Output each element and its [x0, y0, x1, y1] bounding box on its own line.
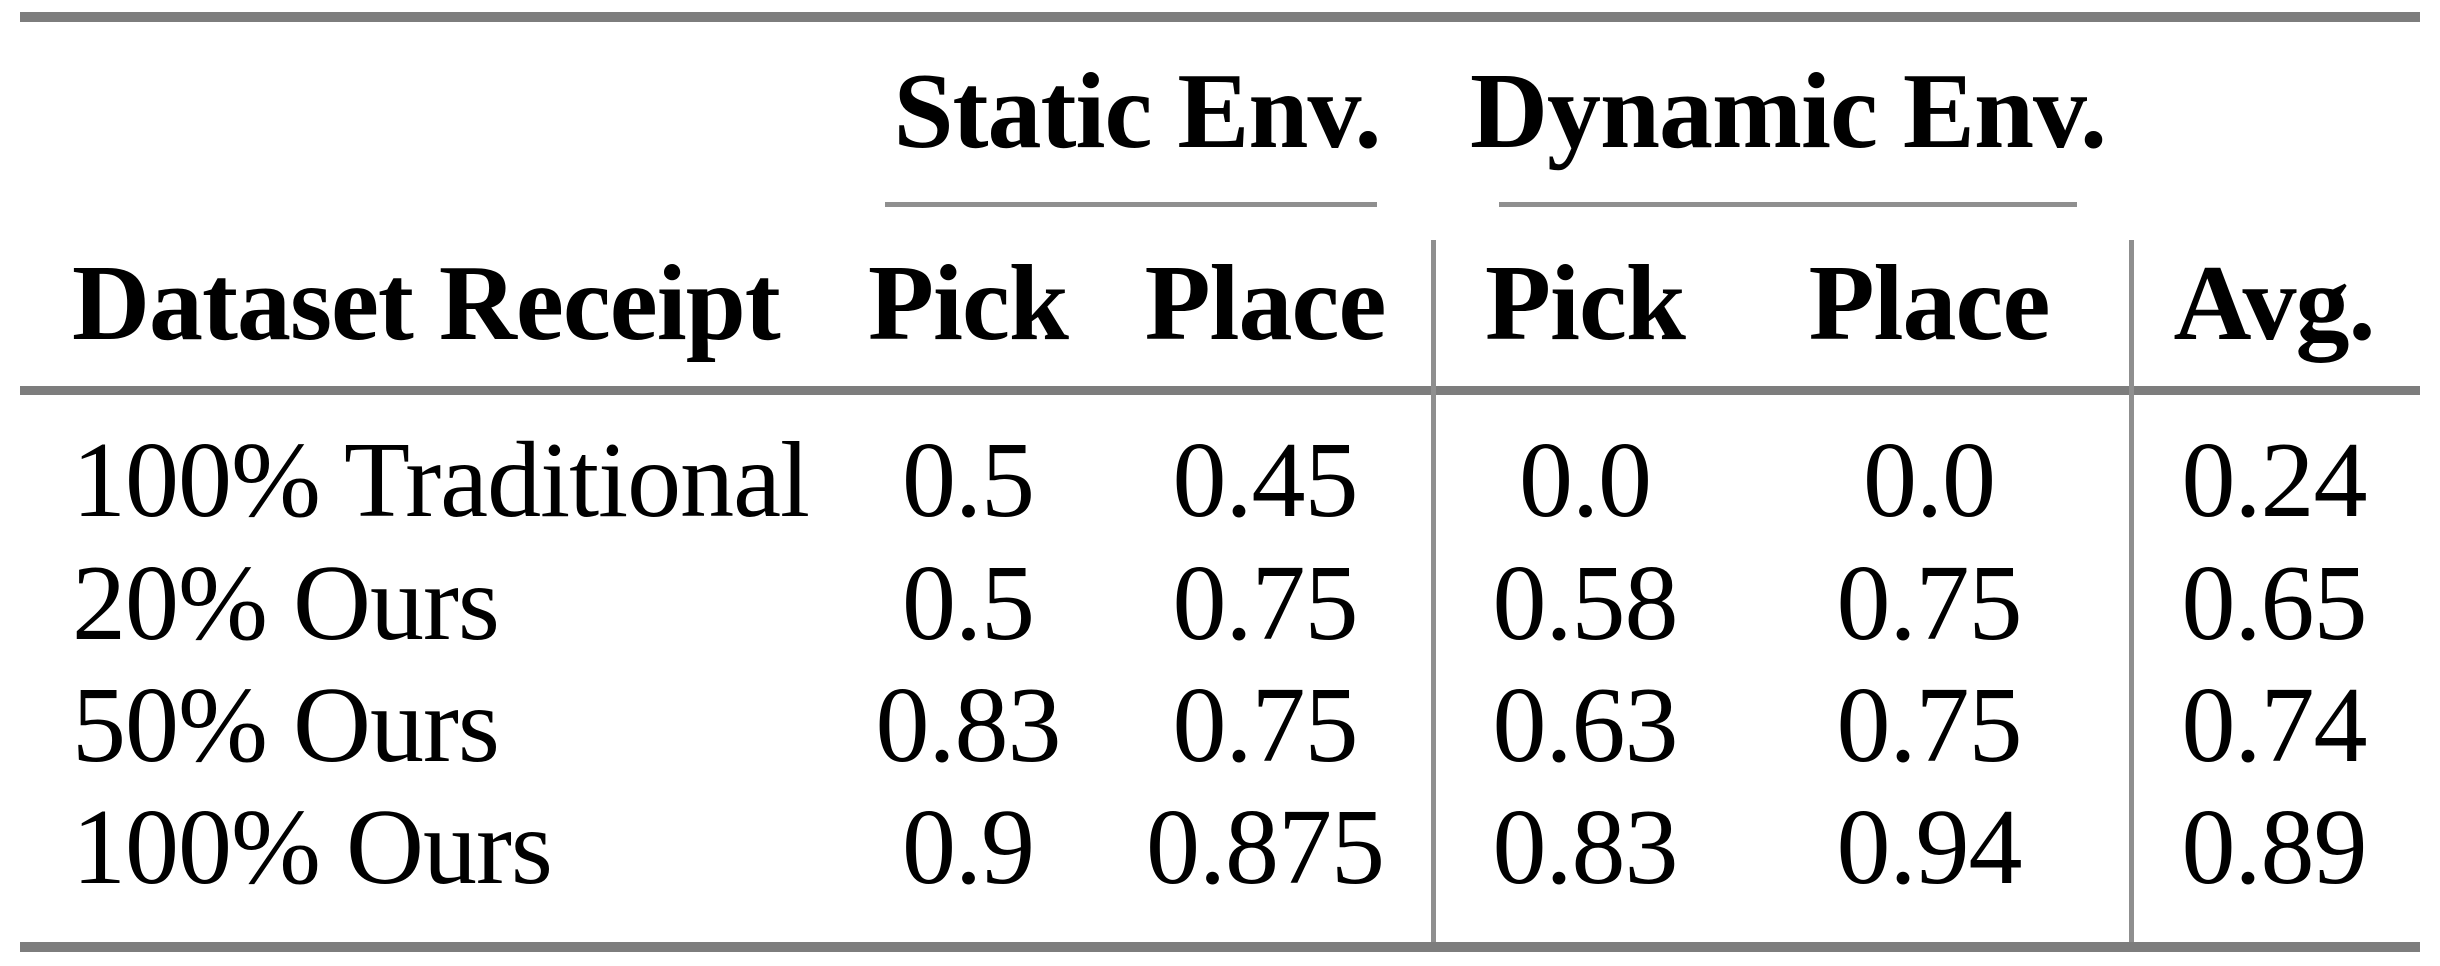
table-bottom-rule [20, 942, 2420, 952]
cell-dynamic-pick: 0.58 [1492, 544, 1679, 663]
cell-dynamic-place: 0.75 [1836, 544, 2023, 663]
cell-dynamic-place: 0.0 [1863, 421, 1996, 540]
cell-avg: 0.65 [2181, 544, 2368, 663]
cell-avg: 0.74 [2181, 666, 2368, 785]
static-env-underline [885, 202, 1377, 207]
group-header-dynamic-env: Dynamic Env. [1469, 52, 2107, 171]
group-header-static-env: Static Env. [893, 52, 1381, 171]
table-header-rule [20, 386, 2420, 395]
cell-dynamic-pick: 0.83 [1492, 788, 1679, 907]
cell-static-place: 0.75 [1172, 544, 1359, 663]
cell-avg: 0.89 [2181, 788, 2368, 907]
cell-static-place: 0.875 [1146, 788, 1385, 907]
cell-dynamic-pick: 0.63 [1492, 666, 1679, 785]
row-label: 100% Traditional [72, 421, 810, 540]
column-header-dataset-receipt: Dataset Receipt [72, 244, 781, 363]
cell-static-pick: 0.9 [902, 788, 1035, 907]
column-header-dynamic-pick: Pick [1485, 244, 1686, 363]
vertical-separator-static-dynamic [1431, 240, 1436, 942]
table-top-rule [20, 12, 2420, 22]
cell-dynamic-pick: 0.0 [1519, 421, 1652, 540]
vertical-separator-avg [2129, 240, 2134, 942]
column-header-static-pick: Pick [868, 244, 1069, 363]
row-label: 100% Ours [72, 788, 553, 907]
cell-avg: 0.24 [2181, 421, 2368, 540]
dynamic-env-underline [1499, 202, 2077, 207]
cell-static-pick: 0.83 [875, 666, 1062, 785]
column-header-avg: Avg. [2173, 244, 2376, 363]
cell-dynamic-place: 0.75 [1836, 666, 2023, 785]
cell-static-pick: 0.5 [902, 421, 1035, 540]
cell-static-place: 0.45 [1172, 421, 1359, 540]
row-label: 50% Ours [72, 666, 500, 785]
row-label: 20% Ours [72, 544, 500, 663]
cell-static-place: 0.75 [1172, 666, 1359, 785]
cell-static-pick: 0.5 [902, 544, 1035, 663]
column-header-dynamic-place: Place [1808, 244, 2051, 363]
cell-dynamic-place: 0.94 [1836, 788, 2023, 907]
column-header-static-place: Place [1144, 244, 1387, 363]
